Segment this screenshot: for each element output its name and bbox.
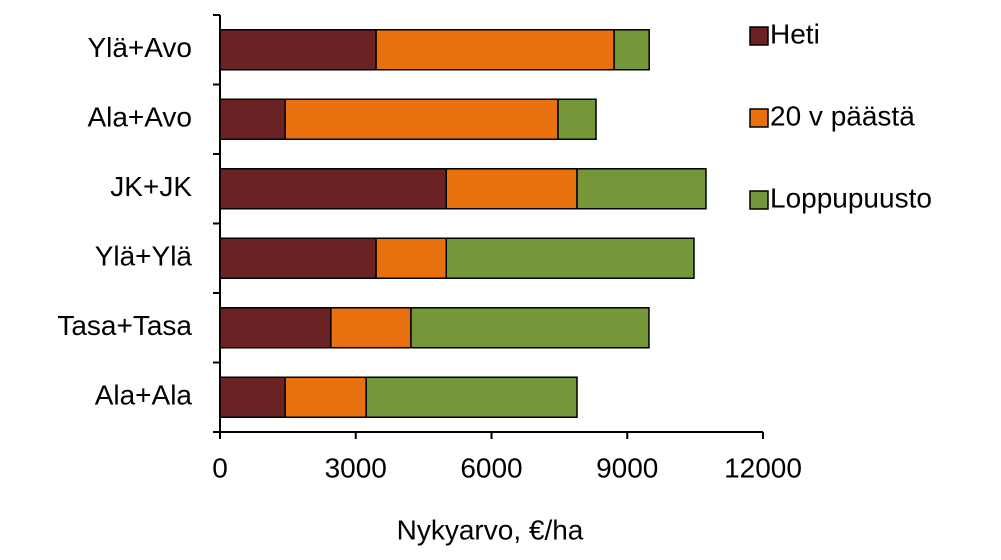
legend-label: Heti (770, 18, 820, 49)
x-tick-label: 9000 (596, 452, 658, 483)
bar-segment (375, 237, 447, 279)
bar-segment (219, 307, 332, 349)
bar-segment (445, 237, 695, 279)
x-tick-label: 3000 (325, 452, 387, 483)
legend-swatch (749, 190, 769, 210)
bar-segment (219, 168, 447, 210)
y-tick-label: Ylä+Ylä (95, 241, 193, 272)
bar-segment (557, 98, 597, 140)
bar-segment (576, 168, 707, 210)
x-tick-label: 6000 (460, 452, 522, 483)
bar-segment (445, 168, 578, 210)
legend-label: 20 v päästä (770, 100, 915, 131)
bar-segment (410, 307, 650, 349)
bar-segment (284, 98, 559, 140)
y-tick-label: JK+JK (110, 171, 192, 202)
bar-segment (219, 376, 286, 418)
x-axis-label: Nykyarvo, €/ha (397, 514, 584, 545)
bar-segment (219, 29, 377, 71)
bar-segment (613, 29, 650, 71)
y-tick-label: Ala+Avo (87, 102, 192, 133)
x-tick-label: 12000 (724, 452, 802, 483)
bar-segment (219, 237, 377, 279)
bar-segment (284, 376, 367, 418)
bar-segment (365, 376, 578, 418)
bar-segment (375, 29, 615, 71)
legend-swatch (749, 26, 769, 46)
bar-segment (219, 98, 286, 140)
y-tick-label: Ylä+Avo (87, 32, 192, 63)
bar-segment (330, 307, 412, 349)
legend-label: Loppupuusto (770, 182, 932, 213)
y-tick-label: Ala+Ala (95, 380, 193, 411)
legend-swatch (749, 108, 769, 128)
x-tick-label: 0 (212, 452, 228, 483)
y-tick-label: Tasa+Tasa (57, 310, 192, 341)
